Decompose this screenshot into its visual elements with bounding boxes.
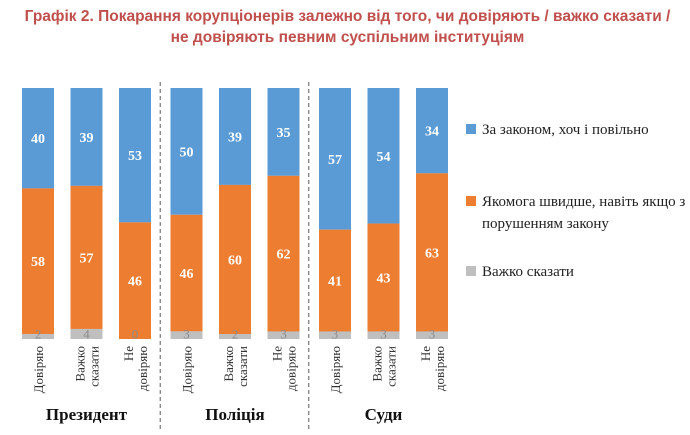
group-label: Поліція [205,405,264,424]
legend-swatch-blue [466,124,476,134]
legend-label: Якомога швидше, навіть якщо з порушенням… [482,194,686,232]
legend-label: За законом, хоч і повільно [482,122,649,138]
category-labels-layer: Довіряю Важко сказати Не довіряю Довіряю Важко… [31,346,447,394]
bar-segment-gray [70,328,103,339]
data-label-orange: 46 [128,275,142,290]
category-label: довіряю [432,346,447,391]
bar-segment-blue [22,88,54,189]
bar-segment-orange [319,229,351,332]
data-label-blue: 40 [31,132,45,147]
bar-segment-orange [219,184,251,335]
legend-item-by-law: За законом, хоч і повільно [466,119,686,141]
data-label-blue: 50 [180,145,194,160]
category-label: довіряю [135,346,150,391]
data-label-orange: 63 [425,246,439,261]
bar-segment-gray [367,331,400,339]
legend-label: Важко сказати [482,264,574,280]
category-label: сказати [87,346,102,387]
bar-segment-gray [219,334,251,339]
category-label: Довіряю [180,346,195,394]
group-label: Президент [46,405,128,424]
data-label-blue: 39 [80,131,94,146]
bar-segment-blue [416,88,448,174]
data-label-gray: 0 [132,327,139,342]
data-label-orange: 58 [31,255,45,270]
category-label: Важко [221,346,236,382]
data-label-gray: 3 [183,327,190,342]
bar-segment-blue [319,88,351,230]
bar-segment-blue [219,88,251,185]
category-label: Не [270,346,285,361]
data-label-gray: 2 [232,327,239,342]
bar-segment-orange [170,214,203,332]
data-label-blue: 53 [128,149,142,164]
category-label: Не [418,346,433,361]
bar-segment-orange [416,173,448,332]
data-label-orange: 46 [180,267,194,282]
chart-title: Графік 2. Покарання корупціонерів залежн… [24,8,671,46]
data-label-orange: 41 [328,275,342,290]
data-label-orange: 62 [277,248,291,263]
category-label: сказати [235,346,250,387]
category-label: довіряю [284,346,299,391]
bar-segment-orange [70,185,103,329]
legend-swatch-orange [466,196,476,206]
data-label-orange: 43 [377,272,391,287]
data-label-gray: 2 [35,327,42,342]
category-label: Довіряю [328,346,343,394]
category-label: Важко [73,346,88,382]
group-dividers [159,82,310,432]
bar-segment-orange [367,223,400,332]
bar-segment-blue [170,88,203,215]
bar-segment-blue [119,88,151,223]
category-label: сказати [384,346,399,387]
bar-segment-blue [70,88,103,186]
data-label-gray: 3 [280,327,287,342]
bar-segment-gray [319,331,351,339]
category-label: Важко [370,346,385,382]
bar-segment-blue [267,88,300,176]
data-label-blue: 34 [425,125,439,140]
bar-segment-gray [22,333,54,339]
data-label-gray: 3 [380,327,387,342]
group-labels-layer: Президент Поліція Суди [46,405,403,424]
bar-segment-gray [267,331,300,339]
legend-item-hard-to-say: Важко сказати [466,261,686,283]
bar-segment-orange [267,175,300,332]
category-label: Не [121,346,136,361]
bar-segment-blue [367,88,400,224]
data-label-orange: 60 [228,253,242,268]
data-label-orange: 57 [80,251,94,266]
bars-layer [22,88,448,339]
data-label-blue: 35 [277,126,291,141]
legend-swatch-gray [466,266,476,276]
bar-segment-orange [119,222,151,339]
value-labels-layer: 40 58 2 39 57 4 53 46 0 50 46 3 39 60 2 35 62 3 57 41 3 54 43 3… [31,125,439,342]
bar-segment-gray [416,331,448,339]
category-label: Довіряю [31,346,46,394]
data-label-gray: 4 [83,327,90,342]
data-label-gray: 3 [429,327,436,342]
data-label-blue: 54 [377,150,391,165]
data-label-gray: 3 [332,327,339,342]
data-label-blue: 57 [328,153,342,168]
bar-segment-orange [22,188,54,334]
legend-item-fast: Якомога швидше, навіть якщо з порушенням… [466,191,686,235]
group-label: Суди [365,405,403,424]
data-label-blue: 39 [228,130,242,145]
bar-segment-gray [170,331,203,339]
